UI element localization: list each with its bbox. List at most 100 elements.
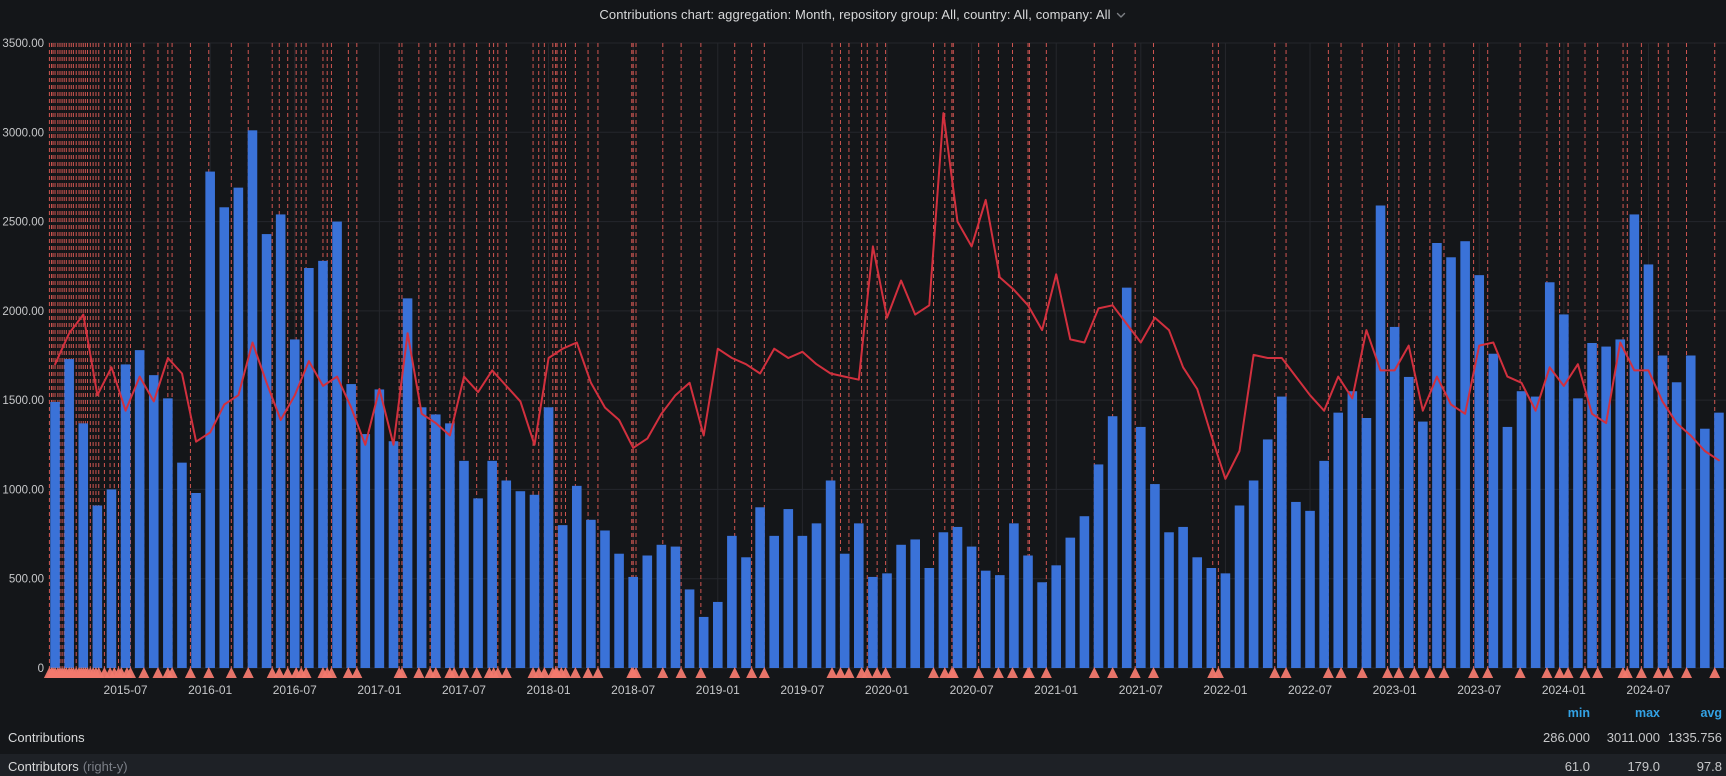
bar-contributions[interactable] <box>1714 412 1724 668</box>
annotation-marker-icon[interactable] <box>880 667 892 678</box>
annotation-marker-icon[interactable] <box>657 667 669 678</box>
annotation-marker-icon[interactable] <box>1335 667 1347 678</box>
bar-contributions[interactable] <box>1305 510 1315 668</box>
bar-contributions[interactable] <box>557 525 568 668</box>
annotation-marker-icon[interactable] <box>758 667 770 678</box>
bar-contributions[interactable] <box>1248 480 1259 669</box>
bar-contributions[interactable] <box>1432 243 1442 668</box>
bar-contributions[interactable] <box>628 576 638 668</box>
annotation-marker-icon[interactable] <box>560 667 572 678</box>
bar-contributions[interactable] <box>1530 396 1541 668</box>
annotation-marker-icon[interactable] <box>300 667 312 678</box>
bar-contributions[interactable] <box>1460 241 1470 668</box>
annotation-marker-icon[interactable] <box>834 667 846 678</box>
bar-contributions[interactable] <box>1037 582 1047 668</box>
annotation-marker-icon[interactable] <box>582 667 594 678</box>
bar-contributions[interactable] <box>261 234 272 669</box>
bar-contributions[interactable] <box>1488 353 1499 668</box>
bar-contributions[interactable] <box>1516 391 1527 668</box>
annotation-marker-icon[interactable] <box>630 667 642 678</box>
bar-contributions[interactable] <box>712 601 723 668</box>
bar-contributions[interactable] <box>1601 346 1611 668</box>
series-label-contributions[interactable]: Contributions <box>8 730 85 745</box>
bar-contributions[interactable] <box>487 460 497 668</box>
annotation-marker-icon[interactable] <box>843 667 855 678</box>
bar-contributions[interactable] <box>1375 205 1386 669</box>
bar-contributions[interactable] <box>882 573 892 668</box>
annotation-marker-icon[interactable] <box>1438 667 1450 678</box>
bar-contributions[interactable] <box>50 401 60 668</box>
bar-contributions[interactable] <box>1107 416 1118 668</box>
annotation-marker-icon[interactable] <box>166 667 178 678</box>
bar-contributions[interactable] <box>938 532 949 668</box>
bar-contributions[interactable] <box>1615 339 1626 668</box>
annotation-marker-icon[interactable] <box>225 667 237 678</box>
stat-header-avg[interactable]: avg <box>1700 706 1722 720</box>
annotation-marker-icon[interactable] <box>1088 667 1100 678</box>
annotation-marker-icon[interactable] <box>947 667 959 678</box>
legend-row-contributions[interactable]: Contributions 286.000 3011.000 1335.756 <box>0 726 1726 750</box>
bar-contributions[interactable] <box>304 268 314 668</box>
line-contributors[interactable] <box>54 112 1720 480</box>
bar-contributions[interactable] <box>459 460 469 668</box>
bar-contributions[interactable] <box>473 498 483 668</box>
bar-contributions[interactable] <box>995 575 1005 668</box>
bar-contributions[interactable] <box>727 535 737 668</box>
annotation-marker-icon[interactable] <box>242 667 254 678</box>
bar-contributions[interactable] <box>1136 426 1146 668</box>
annotation-marker-icon[interactable] <box>592 667 604 678</box>
annotation-marker-icon[interactable] <box>1635 667 1647 678</box>
bar-contributions[interactable] <box>571 485 582 668</box>
bar-contributions[interactable] <box>980 570 991 668</box>
bar-contributions[interactable] <box>1643 264 1654 668</box>
annotation-marker-icon[interactable] <box>1212 667 1224 678</box>
annotation-marker-icon[interactable] <box>1322 667 1334 678</box>
bar-contributions[interactable] <box>839 553 850 668</box>
annotation-marker-icon[interactable] <box>396 667 408 678</box>
bar-contributions[interactable] <box>1629 214 1640 668</box>
bar-contributions[interactable] <box>1291 501 1301 668</box>
annotation-marker-icon[interactable] <box>1709 667 1721 678</box>
annotation-marker-icon[interactable] <box>569 667 581 678</box>
bar-contributions[interactable] <box>205 171 215 669</box>
annotation-marker-icon[interactable] <box>273 667 285 678</box>
bar-contributions[interactable] <box>684 589 695 668</box>
bar-contributions[interactable] <box>896 544 906 668</box>
bar-contributions[interactable] <box>134 350 145 668</box>
annotation-marker-icon[interactable] <box>1652 667 1664 678</box>
bar-contributions[interactable] <box>177 462 187 668</box>
bar-contributions[interactable] <box>1333 412 1344 668</box>
annotation-marker-icon[interactable] <box>729 667 741 678</box>
bar-contributions[interactable] <box>1150 484 1160 668</box>
bar-contributions[interactable] <box>275 214 286 668</box>
bar-contributions[interactable] <box>1121 287 1132 668</box>
contributions-chart[interactable]: 3500.00 3000.00 2500.00 2000.00 1500.00 1000.… <box>0 28 1726 704</box>
annotation-marker-icon[interactable] <box>1129 667 1141 678</box>
annotation-marker-icon[interactable] <box>1662 667 1674 678</box>
annotation-marker-icon[interactable] <box>973 667 985 678</box>
bar-contributions[interactable] <box>388 441 399 668</box>
bar-contributions[interactable] <box>1361 418 1372 668</box>
bar-contributions[interactable] <box>1220 573 1231 668</box>
bar-contributions[interactable] <box>1544 282 1555 668</box>
annotation-marker-icon[interactable] <box>1107 667 1119 678</box>
bar-contributions[interactable] <box>445 423 455 668</box>
annotation-marker-icon[interactable] <box>992 667 1004 678</box>
annotation-marker-icon[interactable] <box>1393 667 1405 678</box>
bar-contributions[interactable] <box>191 493 201 668</box>
annotation-marker-icon[interactable] <box>1408 667 1420 678</box>
bar-contributions[interactable] <box>289 339 300 668</box>
annotation-marker-icon[interactable] <box>695 667 707 678</box>
annotation-marker-icon[interactable] <box>152 667 164 678</box>
bar-contributions[interactable] <box>163 398 173 668</box>
bar-contributions[interactable] <box>233 187 244 668</box>
annotation-marker-icon[interactable] <box>203 667 215 678</box>
bar-contributions[interactable] <box>78 423 89 668</box>
bar-contributions[interactable] <box>868 576 878 668</box>
bar-contributions[interactable] <box>106 489 117 668</box>
bar-contributions[interactable] <box>698 616 709 668</box>
bar-contributions[interactable] <box>1164 532 1174 668</box>
annotation-marker-icon[interactable] <box>1006 667 1018 678</box>
stat-header-min[interactable]: min <box>1567 706 1590 720</box>
bar-contributions[interactable] <box>797 535 808 668</box>
